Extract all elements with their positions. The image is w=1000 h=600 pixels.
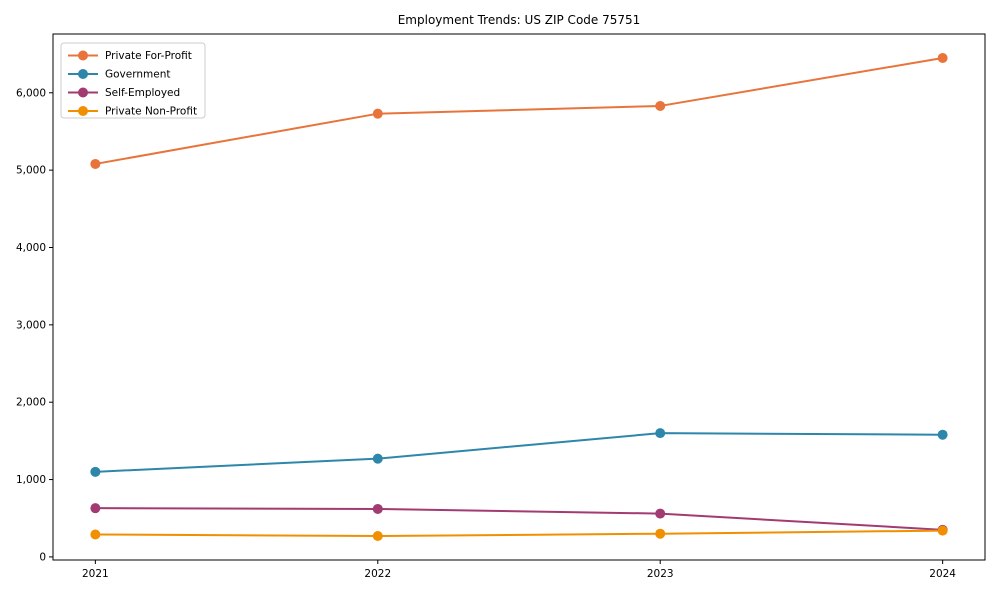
data-point-government	[937, 429, 948, 440]
axes-spines	[52, 33, 986, 561]
y-axis-tick-label: 1,000	[16, 474, 46, 486]
data-point-private-non-profit	[90, 529, 101, 540]
data-point-private-non-profit	[372, 531, 383, 542]
data-point-private-for-profit	[90, 158, 101, 169]
data-point-government	[90, 466, 101, 477]
y-axis-tick-label: 4,000	[16, 242, 46, 254]
legend-label: Private For-Profit	[105, 50, 192, 62]
legend-label: Self-Employed	[105, 87, 180, 99]
data-point-government	[372, 453, 383, 464]
series-line-private-for-profit	[95, 56, 943, 165]
legend-item: Private Non-Profit	[68, 106, 197, 118]
data-point-self-employed	[372, 503, 383, 514]
series-line-self-employed	[95, 507, 943, 531]
series-line-private-non-profit	[95, 529, 943, 538]
legend-label: Government	[105, 69, 170, 81]
x-axis-tick-label: 2023	[647, 568, 674, 580]
y-axis-tick-label: 3,000	[16, 319, 46, 331]
legend-marker-icon	[78, 50, 88, 61]
data-point-government	[655, 428, 666, 439]
data-point-private-for-profit	[372, 108, 383, 119]
legend-marker-icon	[78, 87, 88, 98]
y-axis-tick-label: 6,000	[16, 87, 46, 99]
x-axis-tick-label: 2021	[82, 568, 109, 580]
legend-item: Government	[68, 69, 170, 81]
data-point-self-employed	[90, 503, 101, 514]
data-point-private-for-profit	[655, 100, 666, 111]
series-line-government	[95, 432, 943, 473]
legend-item: Private For-Profit	[68, 50, 192, 62]
legend-box	[60, 42, 206, 119]
x-axis-tick-label: 2024	[929, 568, 956, 580]
data-point-private-non-profit	[655, 528, 666, 539]
chart-title: Employment Trends: US ZIP Code 75751	[398, 13, 641, 27]
y-axis-tick-label: 0	[39, 551, 46, 563]
x-axis-tick-label: 2022	[364, 568, 391, 580]
data-point-private-for-profit	[937, 52, 948, 63]
legend-item: Self-Employed	[68, 87, 180, 99]
data-point-self-employed	[655, 508, 666, 519]
data-point-private-non-profit	[937, 525, 948, 536]
plot-area: 0 1,000 2,000 3,000 4,000 5,000 6,000 2021 2022 2…	[16, 33, 986, 580]
legend-label: Private Non-Profit	[105, 106, 197, 118]
legend-marker-icon	[78, 69, 88, 79]
legend: Private For-Profit Government Self-Employe…	[60, 42, 206, 119]
y-axis-tick-label: 5,000	[16, 165, 46, 177]
y-axis-tick-label: 2,000	[16, 397, 46, 409]
legend-marker-icon	[78, 106, 88, 116]
